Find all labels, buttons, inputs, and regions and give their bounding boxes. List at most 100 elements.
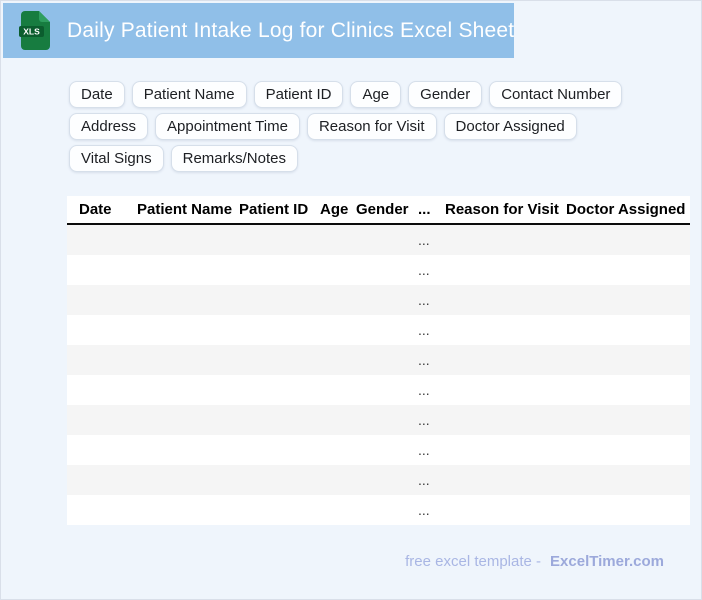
field-chips: Date Patient Name Patient ID Age Gender Conta… [69,81,667,172]
table-cell [239,285,320,315]
table-row: ... [67,435,690,465]
field-chip-patient-name[interactable]: Patient Name [131,81,247,108]
table-cell [566,285,690,315]
intake-table: Date Patient Name Patient ID Age Gender... Re… [67,196,690,525]
table-cell [566,375,690,405]
column-header: Doctor Assigned [566,196,690,225]
table-cell [445,285,566,315]
table-cell [137,405,239,435]
brand-link[interactable]: ExcelTimer.com [550,553,664,570]
table-cell [445,224,566,255]
table-cell: ... [418,442,430,458]
table-cell [239,465,320,495]
table-cell [566,255,690,285]
table-cell [320,345,356,375]
table-cell [67,224,137,255]
table-cell [320,375,356,405]
table-cell [356,224,418,255]
table-row: ... [67,375,690,405]
table-cell [445,345,566,375]
footer-text: free excel template - [405,553,542,570]
table-cell [67,465,137,495]
table-cell [239,224,320,255]
table-cell [356,375,418,405]
table-row: ... [67,495,690,525]
table-cell [67,255,137,285]
table-cell [67,495,137,525]
field-chip-contact-number[interactable]: Contact Number [489,81,623,108]
table-cell [67,315,137,345]
table-cell: ... [418,352,430,368]
footer: free excel template - ExcelTimer.com [1,553,701,570]
table-cell: ... [418,412,430,428]
field-chip-date[interactable]: Date [69,81,125,108]
table-cell [239,495,320,525]
table-cell [320,405,356,435]
table-row: ... [67,405,690,435]
table-row: ... [67,285,690,315]
table-cell [445,465,566,495]
table-cell [239,315,320,345]
table-row: ... [67,315,690,345]
table-cell [356,495,418,525]
table-cell [356,285,418,315]
table-cell [566,224,690,255]
table-cell [566,465,690,495]
table-cell [445,315,566,345]
column-header: Date [67,196,137,225]
table-cell [320,435,356,465]
field-chip-remarks-notes[interactable]: Remarks/Notes [170,145,298,172]
column-header: Reason for Visit [445,196,566,225]
field-chip-age[interactable]: Age [350,81,402,108]
table-cell [137,285,239,315]
table-cell: ... [418,472,430,488]
table-cell [137,224,239,255]
table-cell [67,375,137,405]
table-cell [137,375,239,405]
table-cell [137,435,239,465]
table-cell [239,255,320,285]
table-cell [67,345,137,375]
table-row: ... [67,345,690,375]
column-header: Gender [356,196,418,225]
table-cell [356,315,418,345]
table-cell [67,435,137,465]
title-bar: XLS Daily Patient Intake Log for Clinics… [3,3,514,58]
table-cell [137,465,239,495]
page-title: Daily Patient Intake Log for Clinics Exc… [67,18,515,42]
table-cell [320,315,356,345]
table-cell [445,405,566,435]
table-cell [356,435,418,465]
table-cell: ... [418,322,430,338]
field-chip-doctor-assigned[interactable]: Doctor Assigned [443,113,577,140]
column-header: ... [418,196,445,225]
table-cell [239,345,320,375]
table-cell [137,255,239,285]
table-cell [356,465,418,495]
table-cell [566,315,690,345]
field-chip-appointment-time[interactable]: Appointment Time [155,113,300,140]
xls-file-icon: XLS [19,11,50,50]
table-cell [566,345,690,375]
field-chip-reason-for-visit[interactable]: Reason for Visit [306,113,437,140]
table-cell [356,405,418,435]
table-row: ... [67,465,690,495]
table-cell [67,405,137,435]
field-chip-patient-id[interactable]: Patient ID [253,81,344,108]
svg-text:XLS: XLS [23,27,40,37]
field-chip-address[interactable]: Address [69,113,149,140]
table-cell [137,315,239,345]
table-cell [445,375,566,405]
table-cell [356,255,418,285]
table-cell [566,405,690,435]
table-cell: ... [418,292,430,308]
table-cell [137,495,239,525]
table-cell [320,465,356,495]
field-chip-vital-signs[interactable]: Vital Signs [69,145,164,172]
table-cell [445,255,566,285]
table-header-row: Date Patient Name Patient ID Age Gender... Re… [67,196,690,225]
field-chip-gender[interactable]: Gender [408,81,483,108]
column-header: Age [320,196,356,225]
table-row: ... [67,224,690,255]
table-body: .............................. [67,224,690,525]
